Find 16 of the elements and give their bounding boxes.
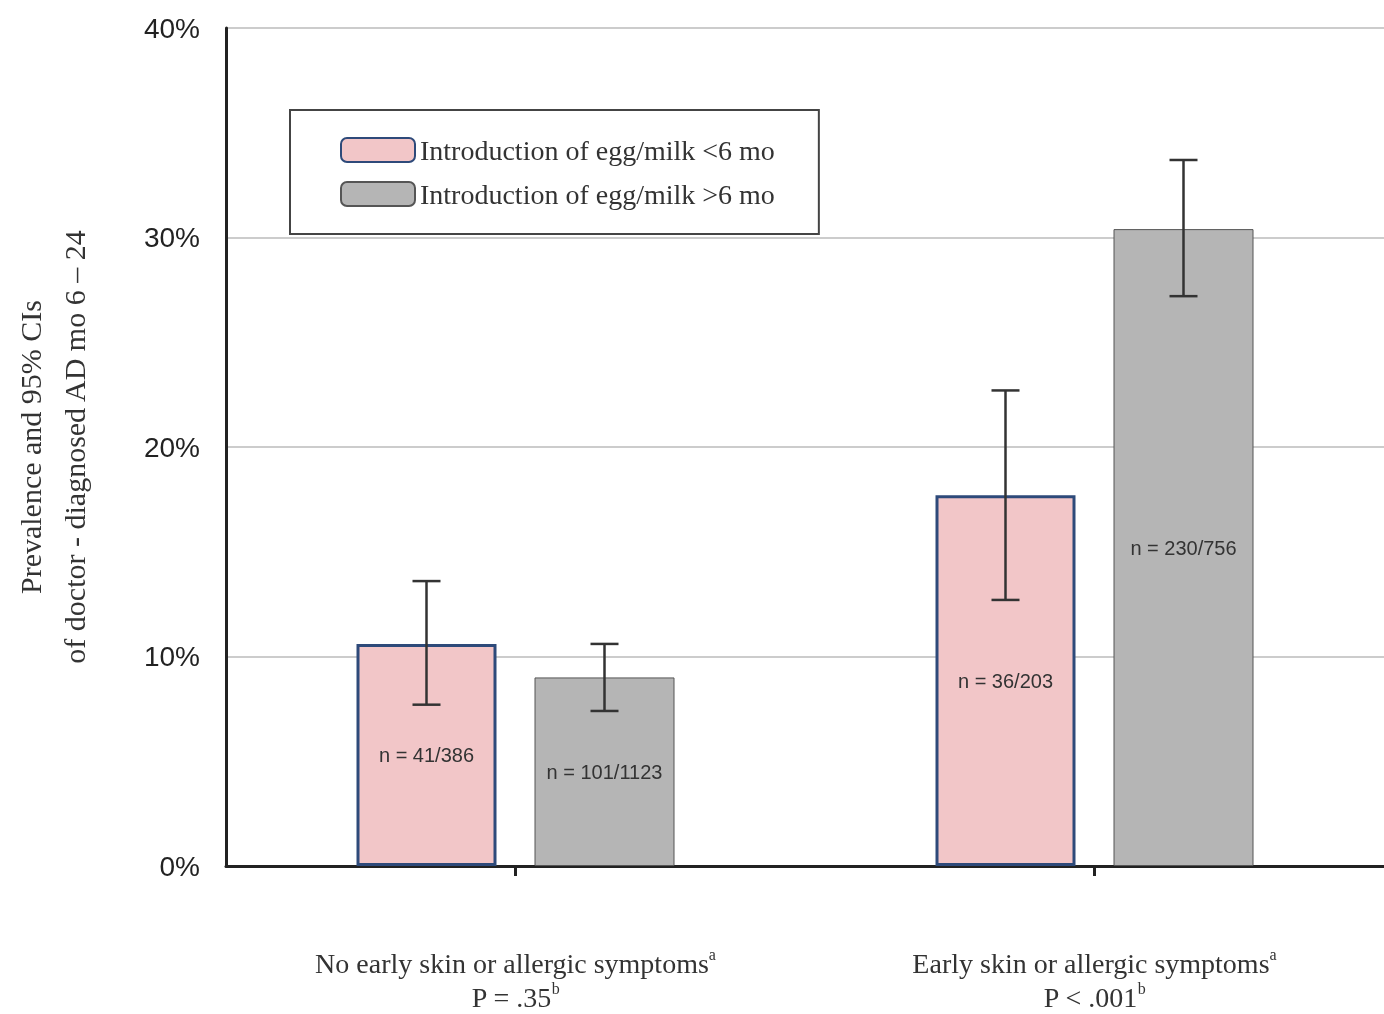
bar — [356, 643, 497, 866]
legend-label: Introduction of egg/milk >6 mo — [420, 178, 775, 210]
data-label: n = 41/386 — [378, 743, 475, 766]
legend-label: Introduction of egg/milk <6 mo — [420, 134, 775, 166]
y-axis-title: Prevalence and 95% CIs of doctor - diagnosed AD mo 6 – 24 — [13, 230, 91, 664]
y-tick-label: 10% — [143, 641, 200, 672]
bar — [1113, 229, 1254, 866]
bar — [534, 677, 675, 866]
bar — [935, 495, 1076, 866]
data-label: n = 101/1123 — [546, 760, 663, 783]
data-label: n = 36/203 — [957, 669, 1054, 692]
y-tick-label: 20% — [143, 431, 200, 463]
y-tick-label: 40% — [143, 12, 200, 44]
y-tick-label: 0% — [159, 850, 200, 882]
data-label: n = 230/756 — [1130, 536, 1237, 559]
y-tick-label: 30% — [143, 222, 200, 253]
